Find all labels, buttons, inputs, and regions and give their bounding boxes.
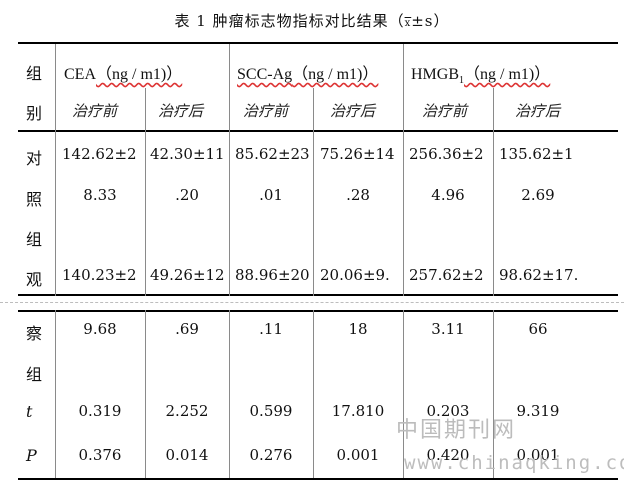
col-header-scc-ag: SCC-Ag（ng / m1)） <box>237 66 379 83</box>
page-break <box>0 296 624 310</box>
group-char: 组 <box>26 230 43 249</box>
table-cell: 135.62±1 <box>499 145 574 163</box>
page-top-rule <box>18 310 618 312</box>
table-cell: 257.62±2 <box>409 266 484 284</box>
page-bottom-rule <box>18 294 618 296</box>
table-cell: 0.420 <box>426 446 470 464</box>
col-header-cea: CEA（ng / m1)） <box>64 66 183 83</box>
table-cell: 4.96 <box>431 186 465 204</box>
subheader-before-hmgb: 治疗前 <box>422 102 468 120</box>
table-cell: 0.276 <box>249 446 293 464</box>
table-cell: 17.810 <box>331 402 385 420</box>
table-cell: 142.62±2 <box>62 145 137 163</box>
table-cell: 98.62±17. <box>499 266 579 284</box>
table-cell: 0.599 <box>249 402 293 420</box>
subheader-after-cea: 治疗后 <box>158 102 204 120</box>
group-char: 别 <box>26 104 43 123</box>
subheader-after-scc: 治疗后 <box>330 102 376 120</box>
col-sep <box>229 44 230 478</box>
table-cell: 0.376 <box>78 446 122 464</box>
table-cell: 49.26±12 <box>150 266 225 284</box>
group-char: 观 <box>26 270 43 289</box>
table-cell: .01 <box>259 186 283 204</box>
bottom-rule <box>18 478 618 480</box>
table-cell: 0.203 <box>426 402 470 420</box>
table-cell: 0.014 <box>165 446 209 464</box>
col-sep <box>493 88 494 478</box>
table-cell: 2.252 <box>165 402 209 420</box>
table-cell: .20 <box>175 186 199 204</box>
col-header-hmgb1: HMGB1（ng / m1)） <box>411 66 551 87</box>
p-label: P <box>26 446 37 465</box>
group-char: 照 <box>26 190 43 209</box>
group-char: 组 <box>26 365 43 384</box>
table-cell: 20.06±9. <box>320 266 390 284</box>
subheader-after-hmgb: 治疗后 <box>515 102 561 120</box>
table-cell: 85.62±23 <box>235 145 310 163</box>
table-cell: 88.96±20 <box>235 266 310 284</box>
table-cell: 18 <box>348 320 368 338</box>
table-cell: .69 <box>175 320 199 338</box>
table-cell: 75.26±14 <box>320 145 395 163</box>
watermark-url: www.chinaqking.com <box>404 452 624 474</box>
table-cell: 9.319 <box>516 402 560 420</box>
col-sep <box>145 88 146 478</box>
table-cell: 8.33 <box>83 186 117 204</box>
table-cell: 256.36±2 <box>409 145 484 163</box>
table-cell: 66 <box>528 320 548 338</box>
table-cell: 42.30±11 <box>150 145 225 163</box>
subheader-before-scc: 治疗前 <box>243 102 289 120</box>
group-char: 对 <box>26 149 43 168</box>
table-cell: 0.319 <box>78 402 122 420</box>
table-cell: 140.23±2 <box>62 266 137 284</box>
table-cell: .11 <box>259 320 283 338</box>
table-cell: 0.001 <box>336 446 380 464</box>
table-cell: 2.69 <box>521 186 555 204</box>
col-sep <box>313 88 314 478</box>
table-cell: 9.68 <box>83 320 117 338</box>
table-cell: .28 <box>346 186 370 204</box>
group-char: 组 <box>26 64 43 83</box>
col-sep <box>55 44 56 478</box>
col-sep <box>403 44 404 478</box>
table-cell: 0.001 <box>516 446 560 464</box>
table-cell: 3.11 <box>431 320 465 338</box>
subheader-before-cea: 治疗前 <box>72 102 118 120</box>
table-title: 表 1 肿瘤标志物指标对比结果（x±s） <box>174 12 450 30</box>
header-rule <box>18 130 618 132</box>
watermark-cn: 中国期刊网 <box>396 418 517 443</box>
t-label: t <box>26 402 33 421</box>
group-char: 察 <box>26 324 43 343</box>
top-rule <box>18 42 618 44</box>
